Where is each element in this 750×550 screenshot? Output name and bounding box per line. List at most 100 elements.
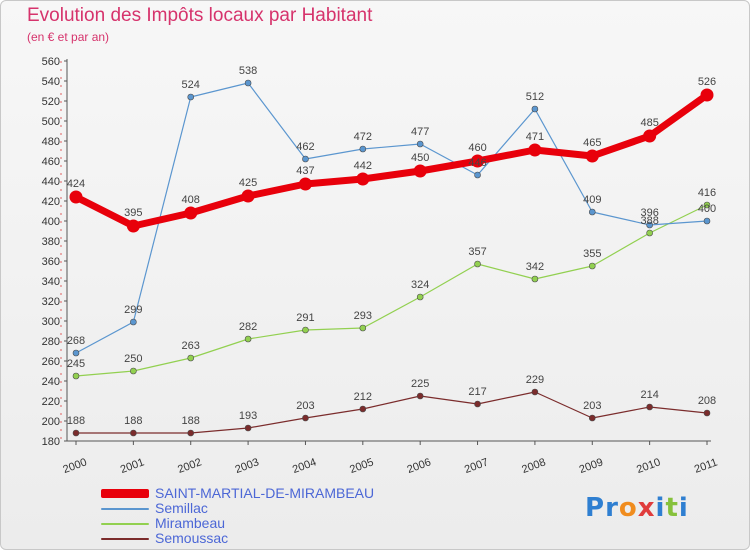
- x-tick-label: 2006: [406, 456, 433, 476]
- data-point: [474, 171, 481, 179]
- data-label: 538: [239, 65, 257, 77]
- data-label: 188: [124, 415, 142, 427]
- data-point: [184, 206, 198, 220]
- data-label: 396: [640, 207, 658, 219]
- data-label: 291: [296, 312, 314, 324]
- data-point: [359, 145, 367, 153]
- data-label: 188: [182, 415, 200, 427]
- data-label: 229: [526, 374, 544, 386]
- legend-item: Semillac: [101, 500, 421, 516]
- data-point: [474, 400, 481, 408]
- data-point: [643, 129, 657, 143]
- data-point: [359, 405, 367, 413]
- x-tick-label: 2000: [61, 456, 88, 476]
- y-tick-label: 340: [42, 276, 60, 288]
- y-tick-label: 460: [42, 156, 60, 168]
- data-label: 450: [411, 152, 429, 164]
- x-tick-label: 2004: [291, 456, 318, 476]
- data-label: 471: [526, 131, 544, 143]
- y-tick-label: 200: [42, 416, 60, 428]
- data-point: [646, 221, 653, 229]
- series-line-semoussac: [75, 391, 708, 434]
- data-label: 342: [526, 261, 544, 273]
- data-label: 424: [67, 178, 85, 190]
- legend-swatch: [101, 489, 149, 498]
- data-point: [359, 324, 367, 332]
- y-tick-label: 240: [42, 376, 60, 388]
- series-line-semillac: [75, 82, 708, 354]
- data-label: 193: [239, 410, 257, 422]
- data-label: 408: [182, 194, 200, 206]
- data-label: 212: [354, 391, 372, 403]
- y-tick-label: 260: [42, 356, 60, 368]
- data-point: [244, 424, 252, 432]
- data-point: [130, 429, 137, 437]
- x-tick-label: 2002: [176, 456, 203, 476]
- data-label: 477: [411, 126, 429, 138]
- data-label: 524: [182, 79, 200, 91]
- data-point: [302, 155, 309, 163]
- data-point: [187, 93, 195, 101]
- legend-item: Semoussac: [101, 530, 421, 546]
- data-label: 208: [698, 395, 716, 407]
- logo-letter: i: [678, 493, 689, 523]
- data-point: [72, 429, 80, 437]
- data-point: [302, 326, 309, 334]
- data-point: [646, 403, 653, 411]
- y-tick-label: 440: [42, 176, 60, 188]
- data-label: 425: [239, 177, 257, 189]
- data-point: [130, 367, 137, 375]
- data-label: 203: [583, 400, 601, 412]
- logo-letter: r: [605, 493, 619, 523]
- data-label: 437: [296, 165, 314, 177]
- data-point: [126, 219, 140, 233]
- data-label: 388: [640, 215, 658, 227]
- logo-letter: t: [665, 493, 679, 523]
- data-label: 293: [354, 310, 372, 322]
- x-tick-label: 2003: [234, 456, 261, 476]
- data-point: [703, 217, 711, 225]
- data-point: [130, 318, 137, 326]
- data-label: 282: [239, 321, 257, 333]
- data-label: 395: [124, 207, 142, 219]
- data-label: 203: [296, 400, 314, 412]
- data-label: 214: [640, 389, 658, 401]
- series-line-mirambeau: [75, 204, 708, 377]
- data-label: 446: [468, 157, 486, 169]
- legend-item: Mirambeau: [101, 515, 421, 531]
- data-label: 409: [583, 194, 601, 206]
- data-point: [646, 229, 653, 237]
- data-label: 324: [411, 279, 429, 291]
- y-tick-label: 540: [42, 76, 60, 88]
- chart-title: Evolution des Impôts locaux par Habitant: [27, 5, 373, 26]
- data-label: 472: [354, 131, 372, 143]
- data-point: [72, 372, 80, 380]
- data-label: 299: [124, 304, 142, 316]
- x-tick-label: 2005: [348, 456, 375, 476]
- y-tick-label: 220: [42, 396, 60, 408]
- y-tick-label: 560: [42, 56, 60, 68]
- data-label: 442: [354, 160, 372, 172]
- data-label: 512: [526, 91, 544, 103]
- y-tick-label: 380: [42, 236, 60, 248]
- legend-label: SAINT-MARTIAL-DE-MIRAMBEAU: [155, 485, 375, 501]
- y-tick-label: 520: [42, 96, 60, 108]
- data-point: [588, 208, 596, 216]
- y-tick-label: 280: [42, 336, 60, 348]
- data-point: [69, 190, 83, 204]
- logo-letter: x: [637, 493, 656, 523]
- data-label: 225: [411, 378, 429, 390]
- y-tick-label: 480: [42, 136, 60, 148]
- legend-label: Semoussac: [155, 530, 229, 546]
- data-label: 485: [640, 117, 658, 129]
- chart-subtitle: (en € et par an): [27, 30, 110, 44]
- data-label: 268: [67, 335, 85, 347]
- y-tick-label: 420: [42, 196, 60, 208]
- data-point: [531, 105, 539, 113]
- data-label: 357: [468, 246, 486, 258]
- y-tick-label: 400: [42, 216, 60, 228]
- y-tick-label: 180: [42, 436, 60, 448]
- y-tick-label: 320: [42, 296, 60, 308]
- y-tick-label: 500: [42, 116, 60, 128]
- x-tick-label: 2008: [520, 456, 547, 476]
